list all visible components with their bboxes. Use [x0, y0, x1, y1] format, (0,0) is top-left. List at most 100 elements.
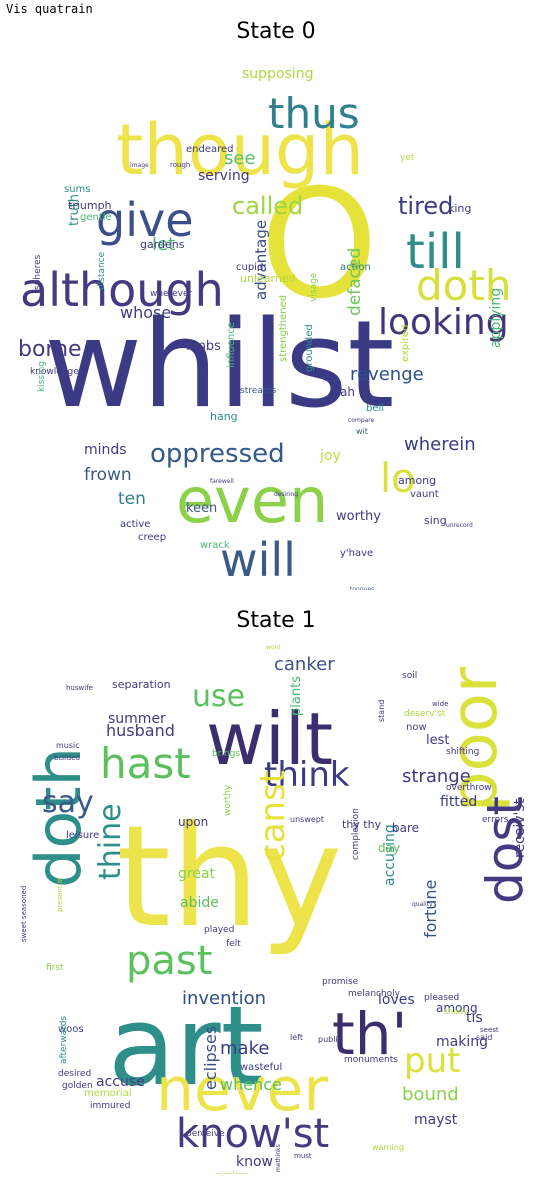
word-sums: sums: [64, 184, 91, 195]
word-woos: woos: [58, 1024, 84, 1035]
word-will: will: [220, 533, 296, 587]
panel-title-state-0: State 0: [236, 19, 316, 44]
word-invention: invention: [182, 988, 266, 1009]
word-visage: visage: [309, 272, 319, 302]
word-canst: canst: [253, 770, 293, 862]
word-put: put: [404, 1041, 460, 1081]
word-expired: expired: [400, 325, 411, 362]
word-eclipses: eclipses: [201, 1026, 220, 1090]
word-among: among: [398, 474, 436, 487]
word-soil: soil: [402, 671, 417, 681]
word-monuments: monuments: [344, 1055, 398, 1065]
word-making: making: [436, 1034, 488, 1050]
word-warning: warning: [372, 1143, 404, 1152]
word-lo: lo: [380, 456, 416, 502]
word-advantage: advantage: [252, 220, 270, 300]
word-worthy: worthy: [336, 509, 381, 524]
word-tis: tis: [466, 1010, 483, 1026]
word-thy-thy: thy thy: [342, 818, 382, 831]
word-tongues: tongues: [350, 586, 374, 590]
word-wont: wont: [266, 644, 281, 651]
word-borne: borne: [18, 337, 82, 362]
word-plants: plants: [289, 676, 304, 716]
word-methinks: methinks: [275, 1144, 282, 1172]
word-stand: stand: [377, 700, 386, 722]
word-even: even: [176, 464, 328, 537]
word-cupid: cupid: [236, 262, 263, 273]
word-bell: bell: [366, 403, 384, 414]
word-compare: compare: [348, 417, 375, 424]
word-seest: seest: [480, 1026, 499, 1034]
word-afterwards: afterwards: [59, 1016, 69, 1064]
panel-title-state-1: State 1: [236, 608, 316, 633]
word-ten: ten: [118, 489, 146, 509]
word-make: make: [220, 1038, 269, 1059]
word-present-st: present'st: [56, 877, 64, 912]
word-poor: poor: [438, 666, 512, 812]
word-builded: builded: [54, 754, 80, 762]
word-never: never: [156, 1055, 328, 1125]
word-whose: whose: [120, 303, 171, 322]
word-y-have: y'have: [340, 548, 373, 559]
word-called: called: [232, 192, 303, 220]
word-distance: distance: [97, 251, 107, 290]
word-sing: sing: [424, 514, 447, 527]
word-felt: felt: [226, 939, 241, 949]
word-quality: quality: [412, 901, 433, 908]
word-influence: influence: [226, 322, 237, 368]
word-wherever: wherever: [150, 289, 193, 299]
word-husband: husband: [106, 721, 175, 740]
word-limbs: limbs: [186, 339, 221, 354]
word-gentle: gentle: [80, 212, 112, 223]
word-gardens: gardens: [140, 238, 185, 251]
word-vaunt: vaunt: [410, 489, 439, 500]
word-great: great: [178, 866, 216, 882]
word-memorial: memorial: [84, 1088, 132, 1099]
word-overthrow: overthrow: [446, 783, 492, 793]
word-active: active: [120, 519, 150, 530]
word-strange: strange: [402, 766, 471, 787]
word-although: although: [20, 263, 224, 317]
word-defaced: defaced: [345, 248, 365, 316]
word-thus: thus: [268, 89, 360, 138]
word-whence: whence: [220, 1075, 282, 1094]
word-separation: separation: [112, 678, 171, 691]
word-o: O: [260, 158, 378, 332]
word-th: th': [332, 1000, 407, 1068]
word-promise: promise: [322, 977, 359, 987]
word-day: day: [378, 841, 400, 855]
word-wherein: wherein: [404, 434, 476, 455]
word-let: let: [152, 234, 175, 255]
word-farewell: farewell: [210, 478, 234, 485]
word-accusing: accusing: [382, 824, 398, 886]
word-use: use: [192, 679, 245, 714]
word-upon: upon: [178, 815, 208, 829]
word-melancholy: melancholy: [348, 989, 401, 999]
word-fortune: fortune: [421, 880, 440, 938]
word-desired: desired: [58, 1069, 91, 1079]
word-king: king: [448, 202, 471, 215]
figure-title: Vis quatrain: [6, 2, 93, 16]
word-strengthened: strengthened: [278, 295, 289, 362]
word-abide: abide: [180, 895, 219, 911]
word-receiv-st: receiv'st: [512, 798, 528, 858]
word-hang: hang: [210, 410, 238, 423]
word-thy: thy: [116, 796, 342, 959]
word-truth: truth: [67, 194, 82, 226]
word-sweet-seasoned: sweet seasoned: [20, 886, 28, 942]
word-say: say: [42, 785, 94, 820]
word-ah: ah: [340, 385, 355, 399]
word-creep: creep: [138, 532, 166, 543]
word-frown: frown: [84, 465, 132, 485]
word-wit: wit: [356, 427, 368, 436]
word-knowledge: knowledge: [30, 367, 79, 377]
word-must: must: [294, 1152, 312, 1160]
word-mayst: mayst: [414, 1112, 458, 1128]
word-desiring: desiring: [274, 491, 298, 498]
word-tired: tired: [398, 192, 453, 220]
word-fitted: fitted: [440, 794, 477, 810]
word-yet: yet: [400, 153, 415, 163]
word-whilst: whilst: [44, 296, 394, 435]
word-shifting: shifting: [446, 747, 479, 757]
